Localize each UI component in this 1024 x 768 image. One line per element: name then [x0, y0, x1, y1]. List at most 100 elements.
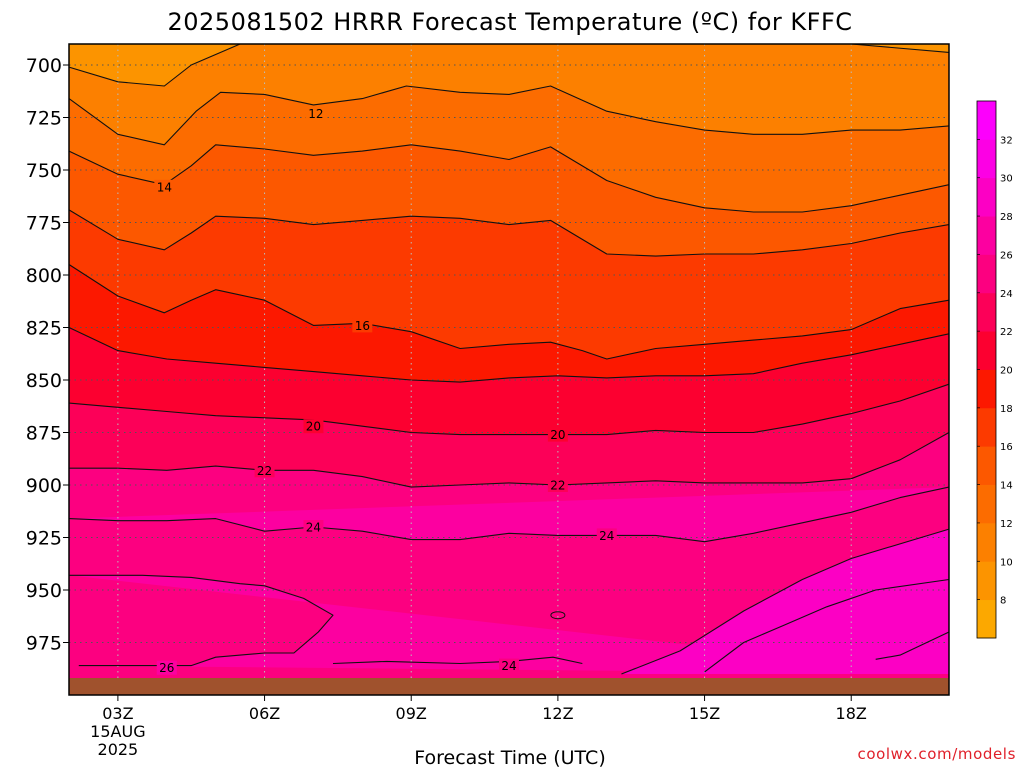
colorbar-swatch — [977, 139, 996, 179]
y-axis: 700 725 750 775 800 825 850 875 900 925 950 975 — [26, 55, 69, 655]
contour-label: 20 — [550, 428, 565, 442]
temperature-band — [69, 144, 949, 257]
y-tick-label: 925 — [26, 528, 62, 550]
temperature-band — [69, 209, 949, 359]
contour-label: 22 — [257, 464, 272, 478]
contour-label: 16 — [355, 319, 370, 333]
contour-label: 14 — [157, 180, 172, 194]
contour-label-bg — [154, 179, 175, 194]
colorbar-tick-label: 16 — [1000, 442, 1013, 453]
plot-frame — [68, 43, 950, 696]
contour-label: 22 — [550, 479, 565, 493]
colorbar-swatch — [977, 101, 996, 140]
colorbar-tick-label: 32 — [1000, 135, 1013, 146]
colorbar-tick-label: 20 — [1000, 366, 1013, 377]
contour-label: 24 — [599, 529, 614, 543]
contour-label: 24 — [306, 521, 321, 535]
colorbar-tick-label: 8 — [1000, 596, 1006, 607]
x-tick-sublabel: 2025 — [98, 740, 139, 759]
y-tick-label: 750 — [26, 160, 62, 182]
contour-label: 26 — [159, 661, 174, 675]
x-tick-label: 18Z — [836, 704, 867, 723]
colorbar-tick-label: 12 — [1000, 519, 1013, 530]
colorbar-tick-label: 18 — [1000, 404, 1013, 415]
x-tick-label: 12Z — [542, 704, 573, 723]
x-tick-sublabel: 15AUG — [90, 722, 145, 741]
colorbar: 8 10 12 14 16 18 20 22 24 26 28 30 32 — [976, 100, 1013, 639]
y-tick-label: 725 — [26, 108, 62, 130]
contour-label-bg — [499, 658, 519, 673]
y-tick-label: 825 — [26, 318, 62, 340]
temperature-band — [69, 44, 949, 86]
y-tick-label: 975 — [26, 633, 62, 655]
temperature-band — [69, 327, 949, 435]
colorbar-tick-label: 24 — [1000, 289, 1013, 300]
ground-surface — [69, 678, 949, 695]
colorbar-swatch — [977, 599, 996, 639]
temperature-band — [69, 264, 949, 383]
colorbar-swatch — [977, 561, 996, 601]
contour-label-bg — [596, 528, 617, 543]
temperature-band — [69, 487, 949, 542]
colorbar-swatch — [977, 407, 996, 447]
colorbar-swatch — [977, 369, 996, 409]
colorbar-swatch — [977, 331, 996, 370]
colorbar-swatch — [977, 292, 996, 332]
contour-label-bg — [254, 463, 275, 478]
isotherm-line — [68, 327, 950, 383]
colorbar-swatch — [977, 177, 996, 217]
y-tick-label: 900 — [26, 475, 62, 497]
isotherm-line — [69, 432, 950, 488]
contour-label: 24 — [501, 659, 516, 673]
isotherm-line — [332, 656, 583, 665]
isotherm-line — [621, 528, 950, 675]
contour-label-bg — [547, 427, 568, 442]
isotherm-line — [550, 611, 566, 620]
colorbar-tick-label: 26 — [1000, 250, 1013, 261]
y-tick-label: 950 — [26, 580, 62, 602]
isotherm-line — [68, 383, 950, 436]
x-axis-label: Forecast Time (UTC) — [414, 747, 605, 768]
x-tick-label: 09Z — [396, 704, 427, 723]
x-tick-label: 03Z — [102, 704, 133, 723]
contour-label: 12 — [308, 107, 323, 121]
contour-label-bg — [305, 106, 326, 121]
colorbar-swatch — [977, 446, 996, 485]
contour-labels: 12 14 16 20 20 22 22 24 24 26 24 — [154, 106, 617, 675]
colorbar-swatch — [977, 216, 996, 255]
plot-area: 12 14 16 20 20 22 22 24 24 26 24 — [68, 43, 950, 696]
contour-label: 20 — [306, 420, 321, 434]
colorbar-tick-label: 22 — [1000, 327, 1013, 338]
contour-label-bg — [352, 318, 373, 333]
contour-label-bg — [303, 520, 324, 534]
y-tick-label: 850 — [26, 370, 62, 392]
colorbar-tick-label: 28 — [1000, 212, 1013, 223]
contour-label-bg — [547, 478, 568, 492]
temperature-band — [621, 529, 949, 674]
y-tick-label: 700 — [26, 55, 62, 77]
contour-label-bg — [156, 660, 177, 675]
colorbar-tick-label: 30 — [1000, 174, 1013, 185]
contour-label-bg — [303, 419, 324, 434]
x-tick-label: 15Z — [689, 704, 720, 723]
colorbar-tick-label: 10 — [1000, 557, 1013, 568]
grid — [69, 44, 949, 695]
temperature-bands — [69, 44, 949, 695]
isotherm-line — [68, 144, 950, 213]
y-tick-label: 775 — [26, 213, 62, 235]
x-tick-label: 06Z — [249, 704, 280, 723]
colorbar-swatch — [977, 484, 996, 524]
isotherm-line — [68, 209, 950, 257]
colorbar-swatch — [977, 254, 996, 294]
colorbar-swatch — [977, 522, 996, 562]
credit-link[interactable]: coolwx.com/models — [858, 745, 1017, 763]
temperature-band — [69, 384, 949, 488]
isotherm-line — [704, 578, 950, 673]
chart-title: 2025081502 HRRR Forecast Temperature (ºC… — [167, 8, 852, 36]
y-tick-label: 875 — [26, 423, 62, 445]
y-tick-label: 800 — [26, 265, 62, 287]
colorbar-tick-label: 14 — [1000, 481, 1013, 492]
isotherm-line — [68, 486, 950, 543]
